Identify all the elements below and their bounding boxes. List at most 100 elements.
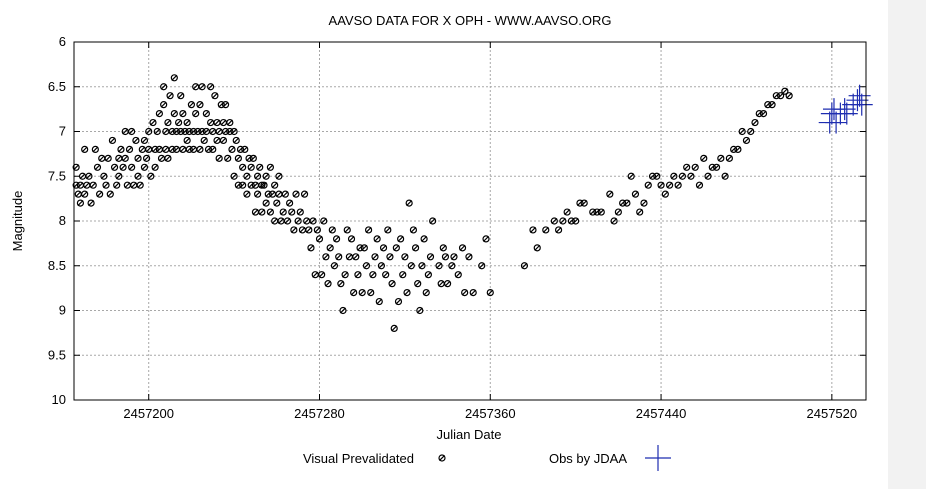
data-point-visual [296,208,304,216]
marker-ring [166,92,174,100]
data-point-visual [232,136,240,145]
marker-ring [721,172,729,180]
x-tick-label: 2457200 [123,406,174,421]
marker-ring [96,190,104,198]
data-point-visual [486,289,494,297]
marker-ring [478,262,486,270]
marker-slash [207,83,214,90]
marker-ring [175,118,183,127]
marker-ring [764,101,772,109]
data-point-visual [414,280,422,288]
data-point-visual [87,199,95,207]
data-point-visual [76,199,85,207]
marker-ring [196,145,204,153]
marker-ring [140,136,149,145]
marker-ring [253,172,262,180]
marker-slash [122,128,129,135]
marker-ring [441,253,450,261]
data-point-visual [147,172,155,180]
marker-ring [450,253,458,261]
marker-slash [141,164,148,171]
marker-ring [657,181,665,189]
data-point-visual [196,145,204,153]
data-point-visual [145,127,153,136]
marker-ring [72,163,80,171]
marker-slash [102,182,110,189]
data-point-visual [81,145,89,153]
data-point-visual [441,253,450,261]
marker-ring [134,172,142,180]
marker-slash [275,191,282,198]
marker-slash [175,119,182,126]
marker-slash [190,146,197,153]
marker-slash [461,289,468,296]
data-point-visual [243,172,251,180]
data-point-visual [352,253,360,261]
marker-slash [438,280,445,287]
data-point-visual [657,181,665,189]
marker-slash [615,209,622,216]
marker-ring [236,145,245,153]
data-point-visual [454,271,462,279]
data-point-visual [375,297,383,306]
marker-ring [145,127,153,136]
marker-slash [75,191,82,198]
data-point-visual [115,172,123,180]
data-point-visual [631,190,640,198]
marker-slash [322,253,329,260]
data-point-visual [563,208,571,216]
marker-ring [279,208,287,216]
data-point-visual [315,235,324,243]
marker-ring [266,163,274,171]
marker-slash [346,253,353,260]
data-point-visual [469,289,477,297]
marker-ring [253,190,262,198]
y-tick-label: 7 [59,124,66,139]
marker-ring [687,172,695,180]
y-tick-label: 8.5 [48,258,66,273]
marker-ring [271,181,279,189]
data-point-visual [128,163,136,171]
marker-ring [243,190,251,198]
marker-ring [226,118,234,127]
marker-ring [221,127,230,136]
marker-ring [134,154,142,162]
marker-ring [198,127,206,136]
marker-ring [730,145,738,153]
marker-ring [358,289,366,297]
data-point-visual [354,271,362,279]
marker-slash [416,307,423,314]
marker-slash [406,200,413,207]
marker-slash [529,226,537,233]
marker-slash [128,164,135,171]
marker-slash [286,200,293,207]
marker-slash [743,137,750,144]
marker-ring [258,181,266,189]
marker-slash [393,244,400,251]
marker-ring [369,271,377,279]
marker-ring [100,172,108,180]
marker-slash [92,146,99,153]
data-point-visual [371,253,379,261]
marker-ring [742,136,751,145]
marker-slash [572,217,579,225]
marker-slash [318,271,325,278]
data-point-visual [759,109,768,118]
y-axis-label: Magnitude [10,191,25,252]
marker-slash [135,173,142,180]
marker-slash [470,289,477,296]
marker-slash [267,209,274,216]
marker-slash [214,137,221,144]
data-point-visual [382,271,390,279]
marker-slash [675,182,682,189]
marker-slash [107,191,114,198]
data-point-visual [704,172,712,180]
marker-slash [611,217,618,225]
data-point-visual [529,226,537,234]
data-point-visual [478,262,486,270]
data-point-visual [239,181,247,189]
data-point-visual [300,190,309,198]
y-tick-label: 6.5 [48,79,66,94]
data-point-visual [89,181,97,189]
data-point-visual [219,136,228,145]
